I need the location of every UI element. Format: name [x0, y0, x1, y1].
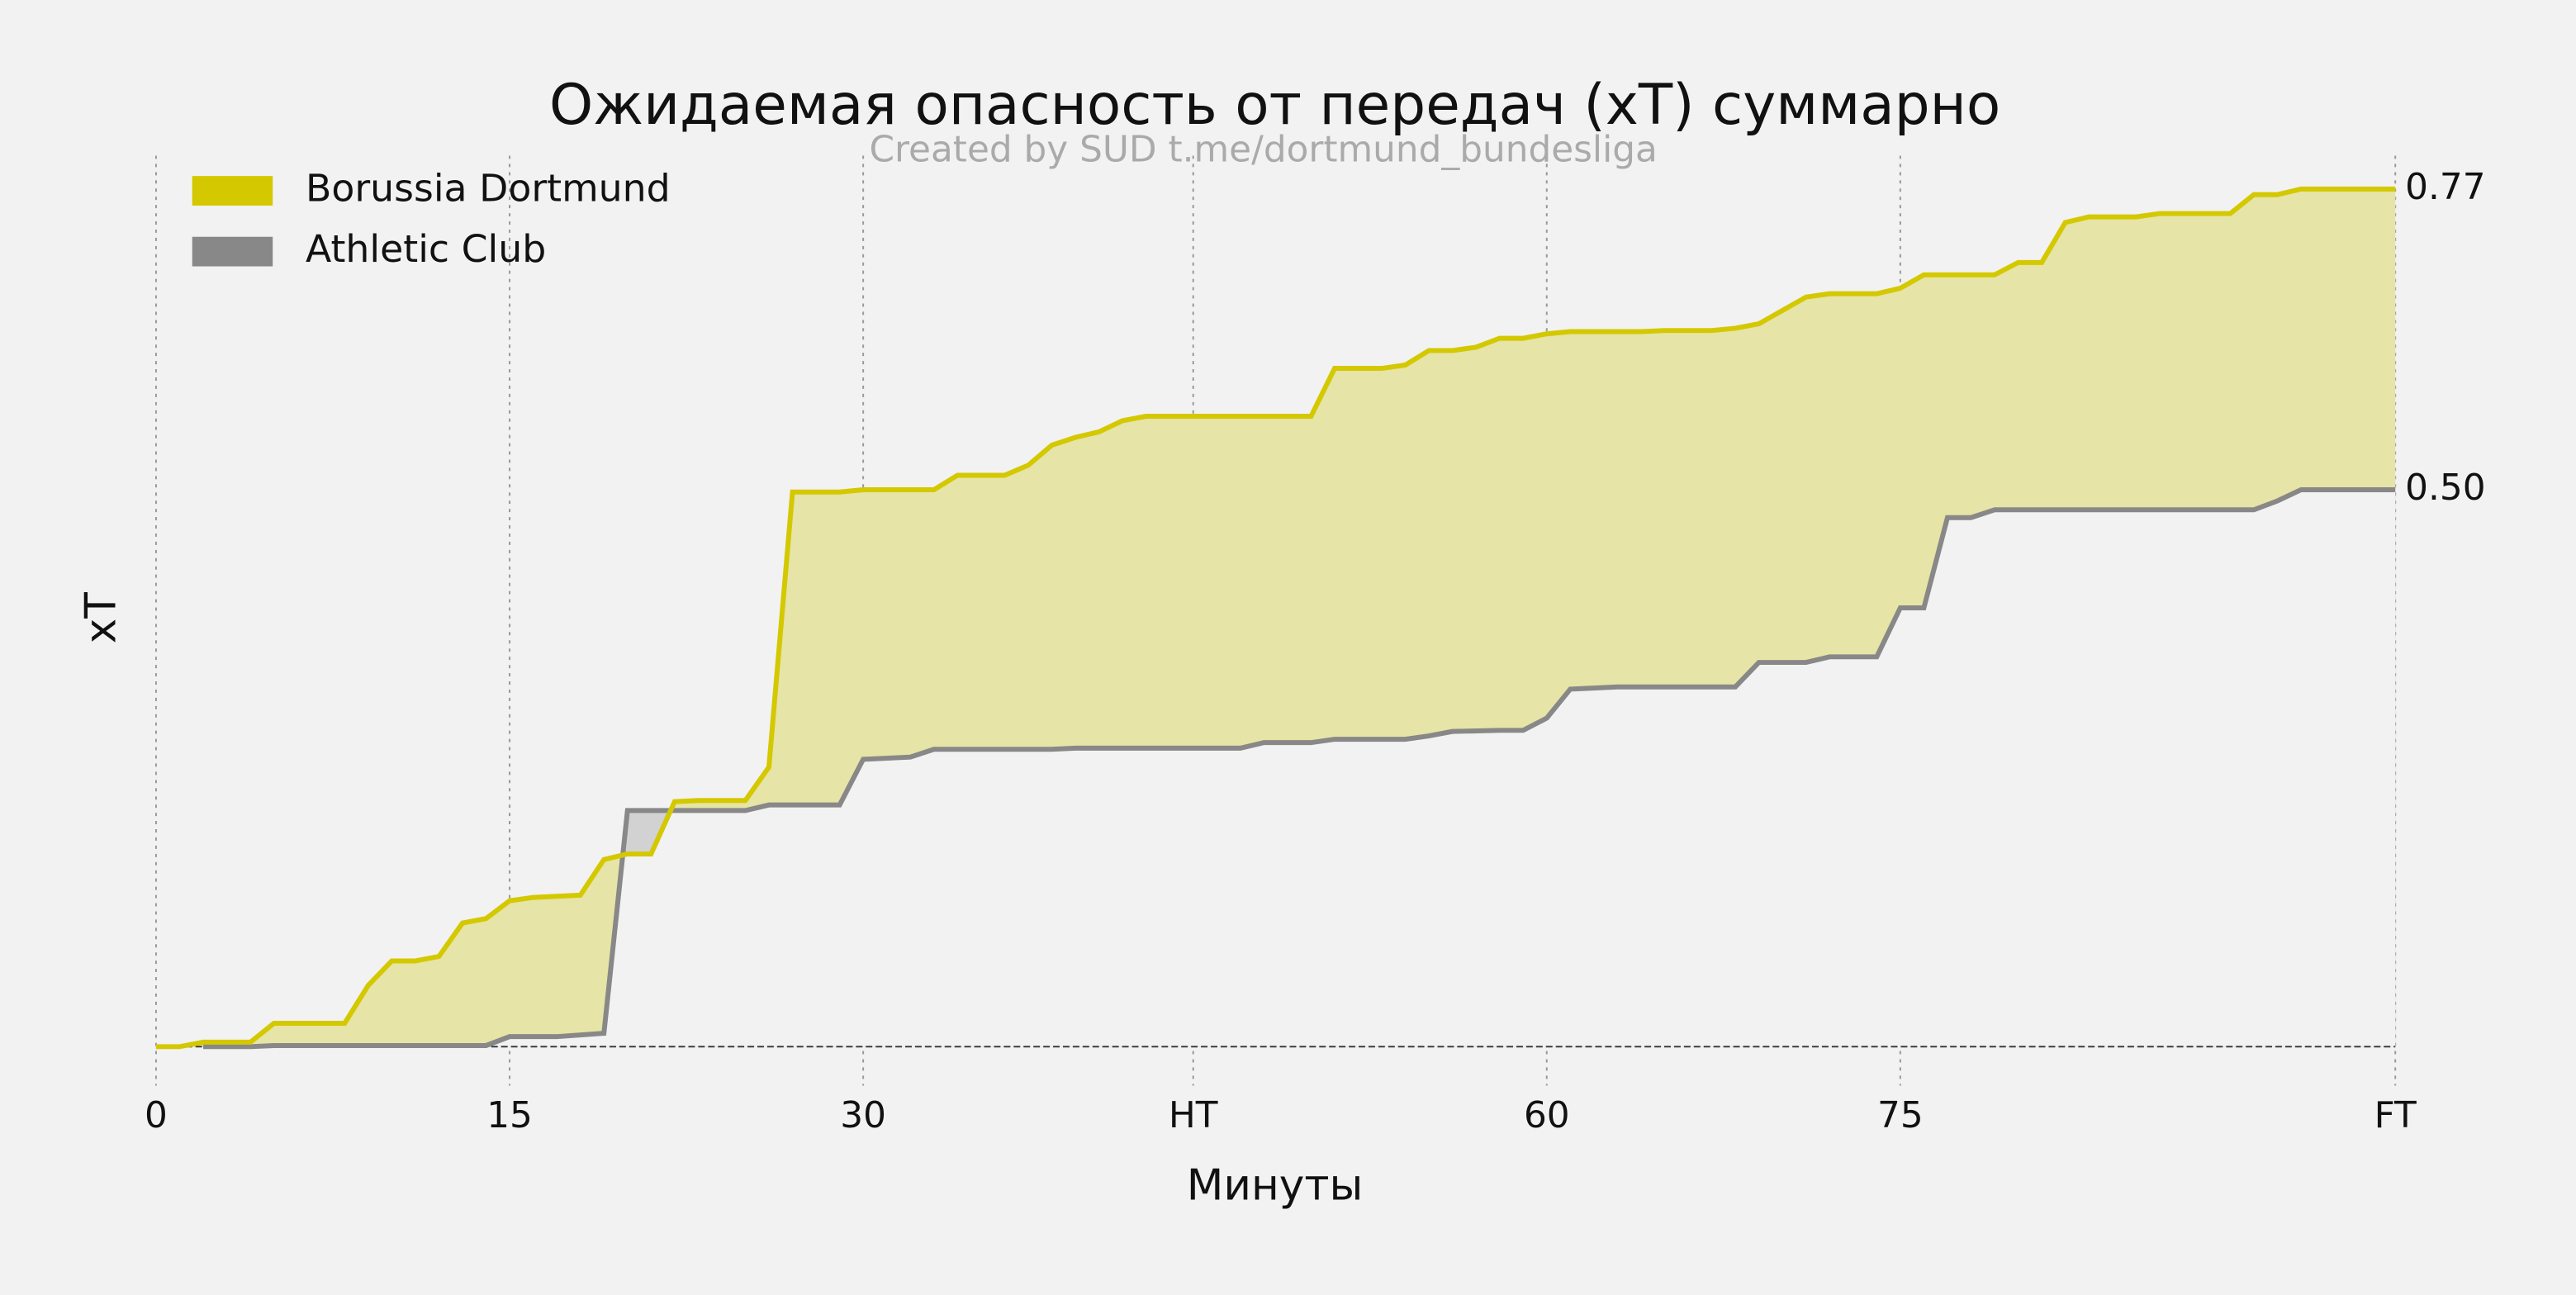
legend-label: Borussia Dortmund: [306, 167, 671, 211]
y-tick-label: 0.50: [2405, 467, 2485, 509]
legend-swatch: [192, 236, 273, 267]
y-tick-label: 0.77: [2405, 166, 2485, 208]
legend-swatch: [192, 176, 273, 206]
subtitle: Created by SUD t.me/dortmund_bundesliga: [869, 128, 1657, 170]
x-tick-label: FT: [2374, 1094, 2417, 1136]
y-axis-label: xT: [76, 592, 126, 644]
line: [203, 487, 2396, 1050]
x-tick-label: 75: [1877, 1094, 1924, 1136]
legend-label: Athletic Club: [306, 227, 546, 271]
plot: [154, 155, 2397, 1086]
x-tick-label: 30: [840, 1094, 886, 1136]
chart-title: Ожидаемая опасность от передач (xT) сумм…: [549, 72, 2000, 137]
x-tick-label: 15: [486, 1094, 533, 1136]
x-tick-label: HT: [1169, 1094, 1218, 1136]
line: [155, 186, 2396, 1050]
x-axis-label: Минуты: [1187, 1160, 1364, 1210]
x-tick-label: 0: [145, 1094, 168, 1136]
x-tick-label: 60: [1524, 1094, 1570, 1136]
